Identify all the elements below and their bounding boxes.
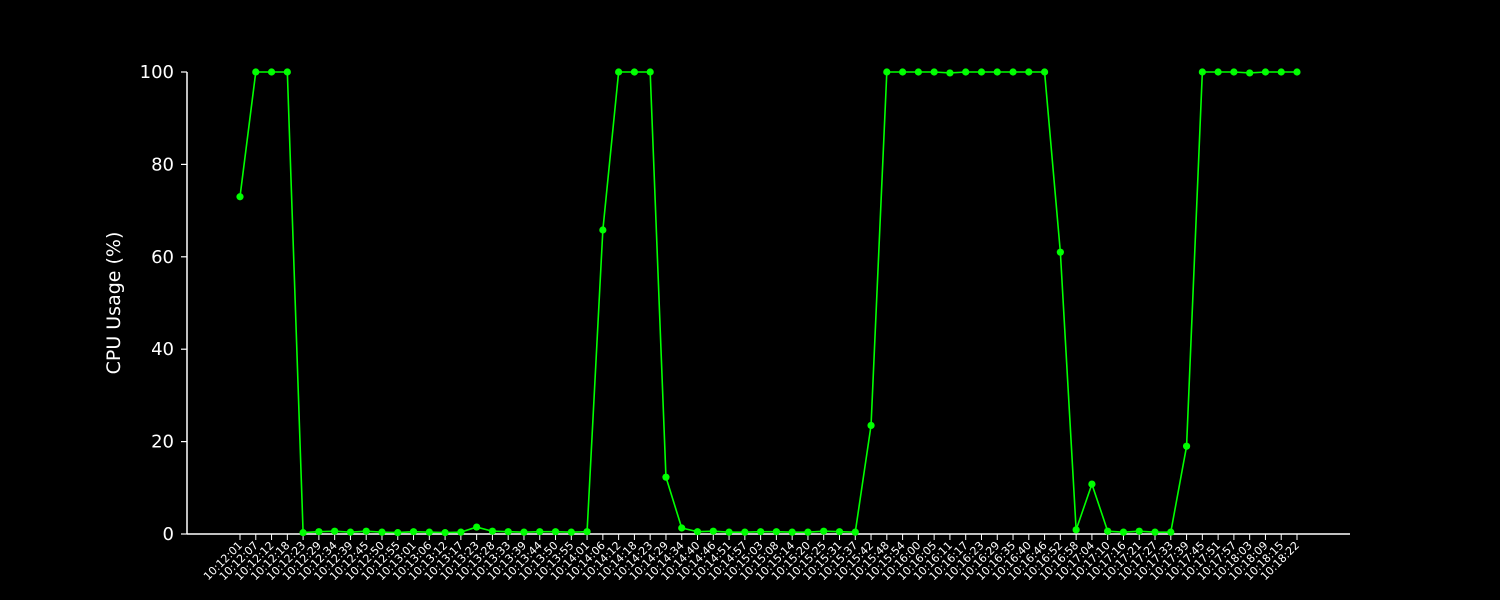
data-point — [567, 528, 575, 536]
data-point — [1182, 442, 1191, 450]
data-point — [441, 529, 449, 537]
data-point — [1198, 68, 1206, 76]
x-axis-ticks: 10:12:0110:12:0710:12:1210:12:1810:12:23… — [201, 534, 1302, 583]
data-point — [551, 528, 560, 536]
data-point — [1214, 68, 1222, 76]
data-point — [267, 68, 276, 76]
data-point — [883, 68, 891, 76]
data-point — [741, 528, 749, 536]
data-point — [788, 528, 796, 536]
data-point — [1040, 68, 1049, 76]
data-point — [283, 68, 291, 76]
data-point — [993, 68, 1001, 76]
data-point — [615, 68, 623, 76]
data-point — [1167, 528, 1175, 536]
data-point — [946, 69, 954, 77]
data-point — [662, 473, 670, 481]
data-point — [536, 528, 544, 536]
data-point — [709, 527, 717, 535]
y-tick-label: 100 — [140, 62, 174, 83]
data-point — [488, 527, 497, 535]
y-tick-label: 40 — [151, 339, 174, 360]
data-point — [346, 528, 355, 536]
data-point — [315, 528, 323, 536]
data-point — [1025, 68, 1033, 76]
y-tick-label: 0 — [163, 524, 174, 545]
data-point — [1261, 68, 1270, 76]
data-point — [236, 193, 244, 201]
data-point — [1293, 68, 1301, 76]
y-axis-title: CPU Usage (%) — [103, 232, 125, 375]
y-tick-label: 20 — [151, 432, 174, 453]
data-point — [299, 529, 307, 537]
data-point — [1277, 68, 1285, 76]
data-point — [851, 528, 859, 536]
data-point — [1088, 480, 1096, 488]
data-point — [457, 528, 465, 536]
data-point — [1151, 528, 1159, 536]
data-point — [962, 68, 970, 76]
data-point — [772, 528, 780, 536]
data-point — [835, 528, 844, 536]
data-point — [504, 528, 512, 536]
data-point — [378, 528, 386, 536]
data-point — [646, 68, 654, 76]
data-point — [725, 528, 733, 536]
data-point — [599, 226, 607, 234]
data-point — [331, 527, 339, 535]
data-point — [583, 528, 591, 536]
data-point — [409, 528, 418, 536]
data-point — [914, 68, 922, 76]
data-point — [820, 527, 828, 535]
data-point — [1056, 248, 1064, 256]
y-tick-label: 60 — [151, 247, 174, 268]
data-point — [252, 68, 260, 76]
data-point — [1072, 526, 1080, 534]
data-point — [520, 528, 528, 536]
data-point — [1246, 69, 1254, 77]
data-point — [1119, 528, 1128, 536]
data-point — [757, 528, 765, 536]
data-point — [473, 523, 481, 531]
data-point — [693, 528, 702, 536]
data-point — [930, 68, 938, 76]
data-point — [630, 68, 639, 76]
data-point — [1230, 68, 1238, 76]
data-point — [425, 528, 433, 536]
data-point — [1135, 527, 1143, 535]
data-point — [1104, 527, 1112, 535]
data-point — [394, 529, 402, 537]
data-point — [362, 527, 370, 535]
data-point — [1009, 68, 1017, 76]
data-point — [977, 68, 986, 76]
series-layer — [236, 68, 1301, 537]
data-point — [898, 68, 907, 76]
data-point — [678, 524, 686, 532]
data-point — [804, 528, 812, 536]
y-tick-label: 80 — [151, 154, 174, 175]
data-point — [867, 421, 875, 430]
y-axis-ticks: 0 20 40 60 80 100 — [140, 62, 187, 545]
